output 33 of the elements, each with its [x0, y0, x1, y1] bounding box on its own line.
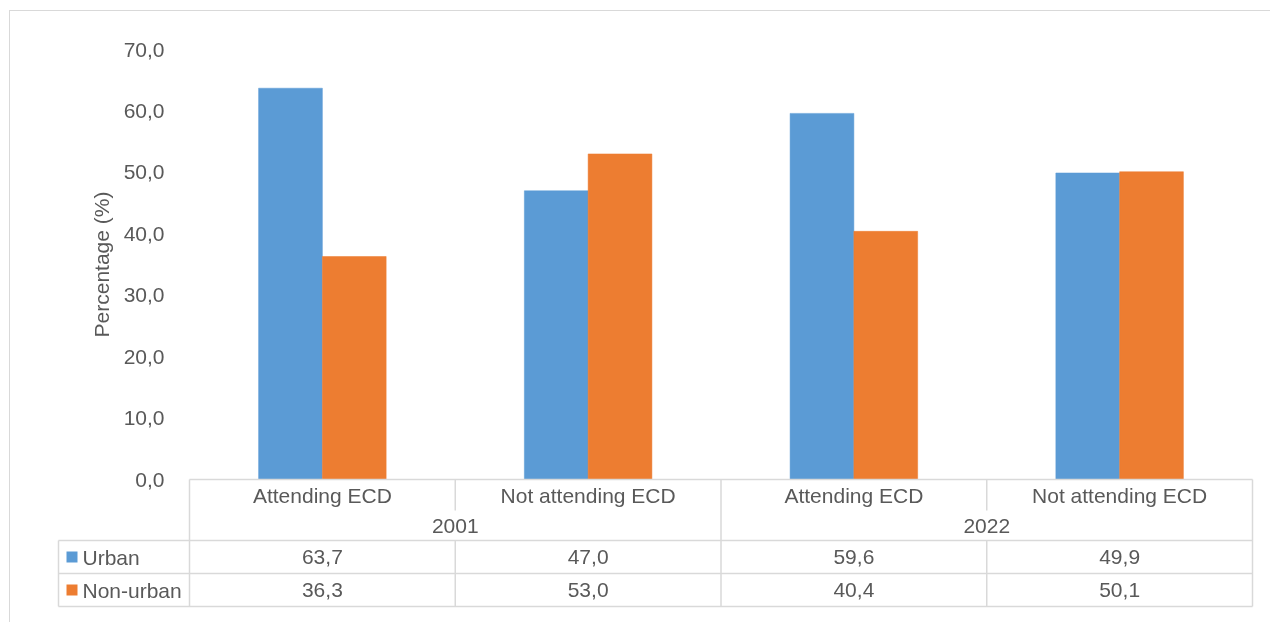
y-tick-label: 30,0	[123, 283, 165, 307]
bar	[1055, 172, 1120, 480]
bar	[1119, 171, 1184, 480]
data-label: 63,7	[301, 545, 343, 568]
data-label: 40,4	[833, 578, 875, 601]
x-tick-label: Attending ECD	[784, 484, 924, 507]
data-label: 50,1	[1099, 578, 1141, 601]
data-label: 53,0	[567, 578, 609, 601]
y-tick-label: 70,0	[123, 37, 165, 61]
y-tick-label: 10,0	[123, 406, 165, 430]
bar	[258, 87, 323, 480]
data-label: 59,6	[833, 545, 875, 568]
bar	[789, 113, 855, 480]
y-tick-label: 60,0	[123, 98, 165, 122]
data-label: 36,3	[301, 578, 343, 601]
y-tick-label: 0,0	[135, 467, 165, 491]
bar	[853, 231, 918, 480]
text: 2001	[431, 513, 479, 537]
x-tick-label: Attending ECD	[252, 484, 392, 507]
y-tick-label: 40,0	[123, 221, 165, 245]
bar	[524, 190, 589, 480]
data-label: 49,9	[1099, 545, 1141, 568]
bar	[587, 153, 653, 480]
legend-label: Urban	[82, 545, 140, 569]
x-tick-label: Not attending ECD	[500, 484, 676, 507]
data-label: 47,0	[567, 545, 609, 568]
x-tick-label: Not attending ECD	[1032, 484, 1208, 507]
legend-label: Non-urban	[82, 578, 182, 602]
text: 2022	[963, 513, 1011, 537]
bar	[322, 256, 387, 480]
y-tick-label: 50,0	[123, 160, 165, 184]
y-tick-label: 20,0	[123, 344, 165, 368]
y-axis-title: Percentage (%)	[89, 191, 113, 338]
